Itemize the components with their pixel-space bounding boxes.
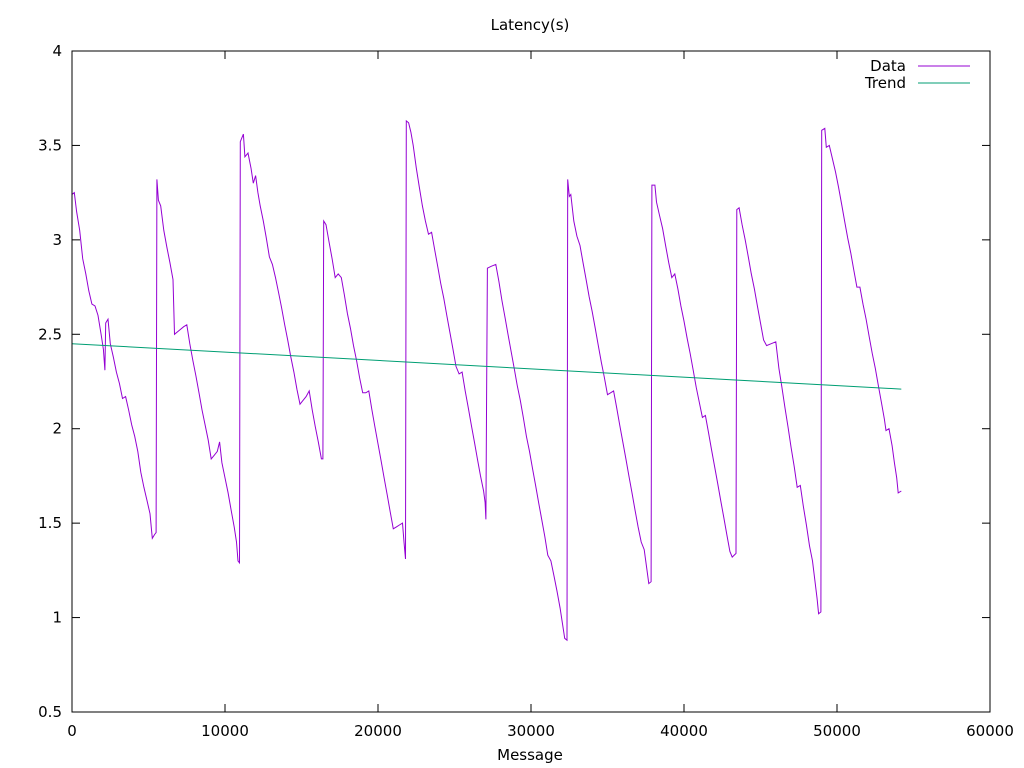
legend-label-trend: Trend [864,74,906,92]
y-tick-label: 2.5 [38,325,62,343]
y-axis: 0.5 1 1.5 2 2.5 3 3.5 4 [38,42,990,721]
x-tick-label: 60000 [966,722,1014,740]
x-tick-label: 50000 [813,722,861,740]
x-tick-label: 0 [67,722,77,740]
series-line-data [71,119,902,642]
y-tick-label: 1 [52,609,62,627]
plot-lines [71,119,902,642]
y-tick-label: 3 [52,231,62,249]
x-axis-label: Message [497,746,563,764]
chart-title: Latency(s) [491,16,570,34]
plot-border [71,50,991,713]
x-tick-label: 40000 [660,722,708,740]
y-tick-label: 4 [52,42,62,60]
y-tick-label: 1.5 [38,514,62,532]
x-tick-label: 10000 [201,722,249,740]
x-axis: 0 10000 20000 30000 40000 50000 60000 [67,51,1014,740]
series-line-trend [71,343,902,390]
x-tick-label: 30000 [507,722,555,740]
x-tick-label: 20000 [354,722,402,740]
legend-label-data: Data [870,57,906,75]
y-tick-label: 3.5 [38,136,62,154]
y-tick-label: 2 [52,420,62,438]
y-tick-label: 0.5 [38,703,62,721]
